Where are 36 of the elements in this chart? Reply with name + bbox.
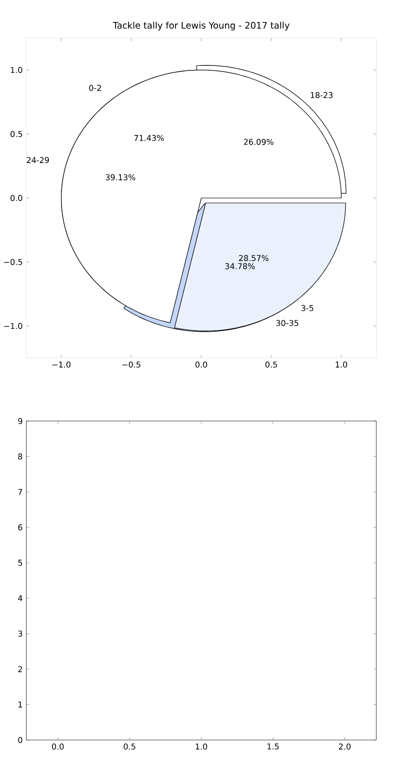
- x-tick-label: 1.0: [336, 362, 347, 368]
- data-label: 71.43%: [134, 134, 164, 141]
- slice-label: 24-29: [26, 157, 49, 164]
- y-tick-label: 2: [18, 666, 22, 672]
- y-tick-label: 8: [18, 453, 22, 460]
- y-tick-label: 6: [18, 524, 22, 530]
- y-tick-label: 7: [18, 488, 22, 495]
- x-tick-label: −0.5: [122, 362, 140, 368]
- x-tick-label: 0.5: [265, 362, 277, 368]
- slice-label: 18-23: [310, 92, 332, 98]
- data-label: 39.13%: [106, 174, 136, 180]
- data-label: 26.09%: [244, 138, 274, 145]
- y-tick-label: 1: [18, 702, 22, 708]
- chart-title: Tackle tally for Lewis Young - 2017 tally: [112, 22, 290, 30]
- x-tick-label: 0.0: [52, 744, 64, 750]
- y-tick-label: 0.0: [10, 194, 22, 202]
- data-label: 28.57%: [238, 255, 268, 262]
- x-tick-label: 1.5: [267, 744, 279, 750]
- x-tick-label: −1.0: [52, 362, 70, 368]
- y-tick-label: 4: [18, 595, 22, 602]
- x-tick-label: 0.0: [195, 362, 207, 368]
- data-label: 34.78%: [225, 263, 255, 270]
- slice-label: 30-35: [276, 320, 298, 326]
- slice-label: 3-5: [301, 305, 314, 312]
- y-tick-label: 0.5: [10, 130, 22, 138]
- y-tick-label: −1.0: [4, 322, 22, 330]
- slice-label: 0-2: [89, 84, 101, 91]
- x-tick-label: 0.5: [124, 744, 136, 750]
- y-tick-label: 1.0: [10, 66, 22, 74]
- x-tick-label: 1.0: [196, 744, 207, 750]
- x-tick-label: 2.0: [338, 744, 350, 750]
- y-tick-label: −0.5: [4, 258, 22, 266]
- y-tick-label: 0: [18, 736, 22, 744]
- y-tick-label: 5: [18, 560, 22, 566]
- y-tick-label: 3: [18, 630, 22, 637]
- y-tick-label: 9: [18, 418, 22, 424]
